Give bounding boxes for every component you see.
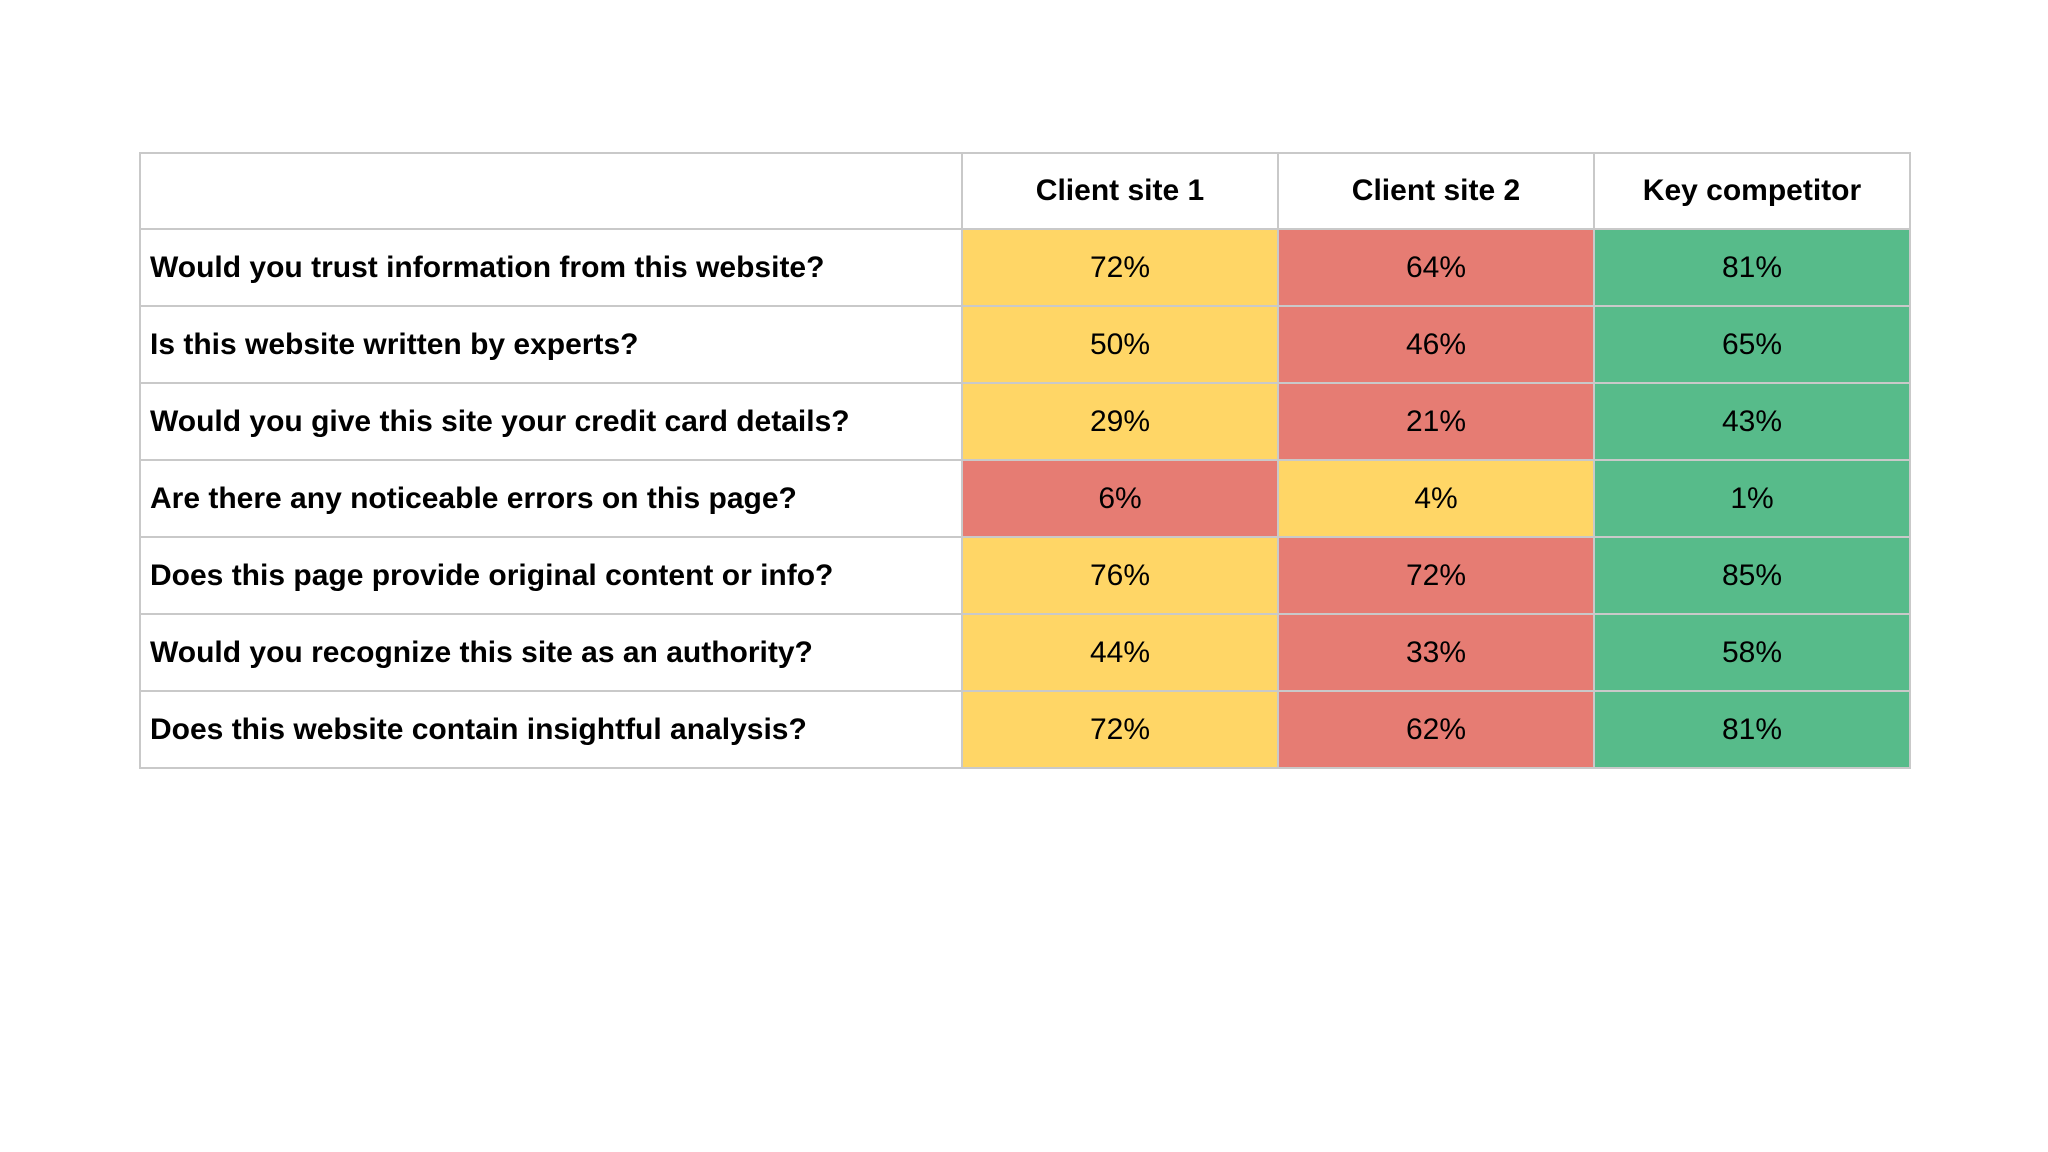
score-cell: 65% <box>1593 305 1911 384</box>
table-body: Would you trust information from this we… <box>139 228 1911 769</box>
question-cell: Would you give this site your credit car… <box>139 382 963 461</box>
score-cell: 72% <box>961 228 1279 307</box>
score-cell: 58% <box>1593 613 1911 692</box>
score-cell: 81% <box>1593 690 1911 769</box>
table-row: Are there any noticeable errors on this … <box>139 459 1911 538</box>
table-row: Would you recognize this site as an auth… <box>139 613 1911 692</box>
score-cell: 44% <box>961 613 1279 692</box>
header-row: Client site 1 Client site 2 Key competit… <box>139 152 1911 230</box>
score-cell: 76% <box>961 536 1279 615</box>
score-cell: 43% <box>1593 382 1911 461</box>
score-cell: 21% <box>1277 382 1595 461</box>
table-row: Does this website contain insightful ana… <box>139 690 1911 769</box>
question-cell: Does this website contain insightful ana… <box>139 690 963 769</box>
question-cell: Is this website written by experts? <box>139 305 963 384</box>
question-cell: Would you trust information from this we… <box>139 228 963 307</box>
table-row: Would you give this site your credit car… <box>139 382 1911 461</box>
question-cell: Would you recognize this site as an auth… <box>139 613 963 692</box>
table-row: Would you trust information from this we… <box>139 228 1911 307</box>
corner-cell <box>139 152 963 230</box>
score-cell: 85% <box>1593 536 1911 615</box>
score-cell: 72% <box>1277 536 1595 615</box>
score-cell: 72% <box>961 690 1279 769</box>
site-comparison-table: Client site 1 Client site 2 Key competit… <box>139 152 1911 769</box>
table-row: Does this page provide original content … <box>139 536 1911 615</box>
table-row: Is this website written by experts? 50% 46… <box>139 305 1911 384</box>
question-cell: Are there any noticeable errors on this … <box>139 459 963 538</box>
score-cell: 50% <box>961 305 1279 384</box>
score-cell: 6% <box>961 459 1279 538</box>
score-cell: 1% <box>1593 459 1911 538</box>
question-cell: Does this page provide original content … <box>139 536 963 615</box>
score-cell: 62% <box>1277 690 1595 769</box>
score-cell: 29% <box>961 382 1279 461</box>
score-cell: 46% <box>1277 305 1595 384</box>
score-cell: 4% <box>1277 459 1595 538</box>
score-cell: 64% <box>1277 228 1595 307</box>
score-cell: 33% <box>1277 613 1595 692</box>
column-header-client-site-2: Client site 2 <box>1277 152 1595 230</box>
score-cell: 81% <box>1593 228 1911 307</box>
column-header-client-site-1: Client site 1 <box>961 152 1279 230</box>
column-header-key-competitor: Key competitor <box>1593 152 1911 230</box>
